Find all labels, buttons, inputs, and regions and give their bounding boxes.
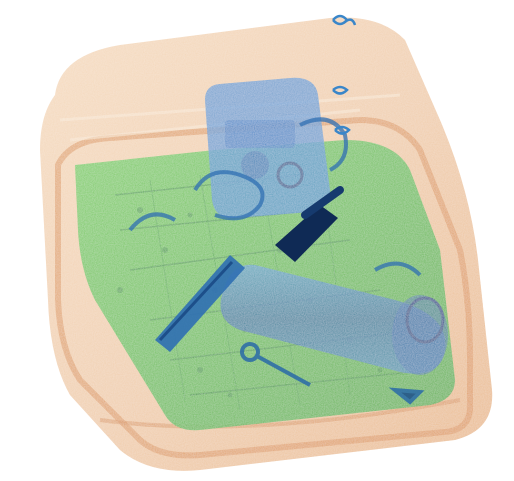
- zipper-pulls: [332, 14, 357, 135]
- dense-core-block: [275, 186, 344, 262]
- cable-loops: [128, 117, 422, 277]
- small-wrench: [240, 342, 425, 405]
- elongated-tool: [155, 255, 245, 352]
- handheld-device: [205, 77, 330, 219]
- cylindrical-container: [220, 264, 448, 375]
